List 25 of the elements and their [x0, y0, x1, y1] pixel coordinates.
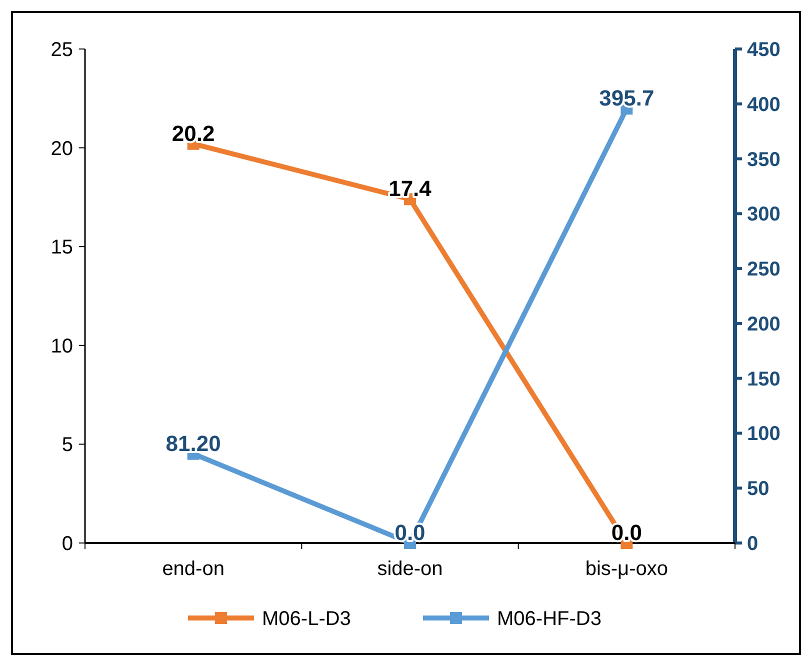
y2-tick-label: 200 [747, 313, 780, 336]
y2-tick-label: 300 [747, 204, 780, 226]
x-tick-label: side-on [377, 558, 443, 580]
y2-tick-label: 50 [747, 478, 770, 500]
y-tick-label: 25 [50, 39, 73, 61]
y2-tick-label: 100 [747, 423, 780, 446]
y2-tick-label: 350 [747, 148, 780, 171]
data-label: 17.4 [388, 176, 432, 202]
y-tick-label: 20 [50, 138, 73, 160]
y-tick-label: 5 [62, 434, 73, 456]
y2-tick-label: 400 [747, 94, 780, 116]
x-tick-label: end-on [162, 558, 224, 580]
y-tick-label: 10 [50, 335, 73, 358]
data-label: 395.7 [599, 86, 654, 111]
y-tick-label: 15 [50, 236, 73, 259]
data-label: 81.20 [166, 430, 221, 456]
x-tick-label: bis-μ-oxo [585, 558, 668, 580]
y2-tick-label: 150 [747, 368, 780, 390]
legend-label: M06-HF-D3 [497, 608, 602, 630]
legend-label: M06-L-D3 [262, 608, 351, 630]
y-tick-label: 0 [62, 533, 73, 555]
y2-tick-label: 250 [747, 258, 780, 281]
y2-tick-label: 0 [747, 533, 758, 555]
y2-tick-label: 450 [747, 39, 780, 61]
data-label: 20.2 [172, 120, 215, 146]
